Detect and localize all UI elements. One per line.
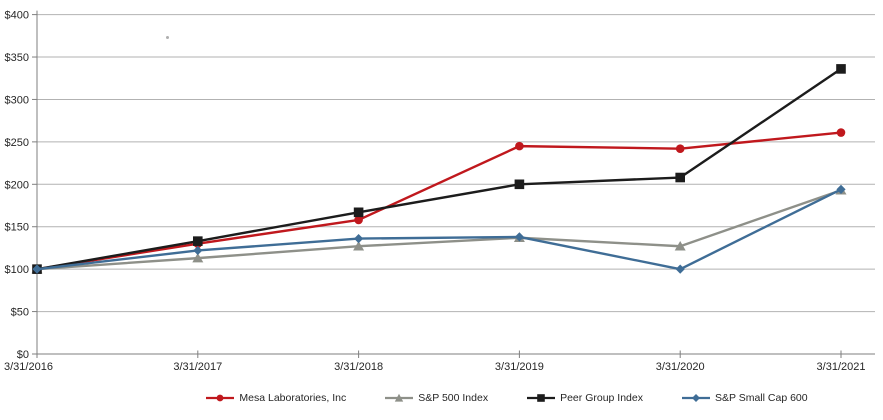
data-point-mesa-laboratories-inc — [836, 128, 846, 137]
data-point-peer-group-index — [514, 179, 525, 190]
x-axis-label: 3/31/2016 — [4, 361, 53, 373]
data-point-s-p-small-cap-600 — [193, 245, 203, 256]
data-point-s-p-small-cap-600 — [354, 234, 364, 244]
y-axis-label: $350 — [5, 52, 29, 64]
data-point-s-p-small-cap-600 — [514, 232, 524, 242]
legend-diamond-marker-icon — [681, 394, 710, 402]
data-point-peer-group-index — [836, 64, 846, 74]
chart-legend: Mesa Laboratories, Inc S&P 500 Index Peer … — [0, 392, 883, 404]
series-line-mesa-laboratories-inc — [35, 131, 843, 271]
y-axis-label: $300 — [5, 94, 29, 106]
data-point-peer-group-index — [193, 236, 203, 246]
legend-triangle-marker-icon — [385, 393, 414, 402]
scan-artifact-dot — [166, 36, 169, 39]
series-line-peer-group-index — [35, 67, 843, 271]
data-point-s-p-500-index — [674, 241, 686, 251]
data-point-s-p-small-cap-600 — [836, 184, 846, 194]
data-point-s-p-small-cap-600 — [675, 264, 685, 274]
y-axis-label: $0 — [17, 349, 29, 361]
y-axis-label: $400 — [5, 10, 29, 22]
legend-item-s-p-500-index: S&P 500 Index — [384, 392, 488, 404]
legend-item-peer-group-index: Peer Group Index — [526, 392, 643, 404]
data-point-mesa-laboratories-inc — [354, 215, 363, 225]
legend-label: Peer Group Index — [560, 392, 643, 404]
y-axis-label: $100 — [5, 264, 29, 276]
y-axis-label: $250 — [5, 137, 29, 149]
data-point-s-p-500-index — [353, 241, 365, 251]
y-axis-label: $50 — [11, 307, 29, 319]
legend-item-s-p-small-cap-600: S&P Small Cap 600 — [681, 392, 808, 404]
data-point-peer-group-index — [353, 207, 364, 218]
legend-circle-marker-icon — [206, 394, 235, 402]
y-axis-label: $200 — [5, 179, 29, 191]
x-axis-label: 3/31/2021 — [817, 361, 866, 373]
y-axis-label: $150 — [5, 222, 29, 234]
data-point-s-p-500-index — [192, 252, 204, 263]
legend-label: S&P 500 Index — [418, 392, 489, 404]
data-point-s-p-small-cap-600 — [32, 264, 42, 274]
data-point-mesa-laboratories-inc — [515, 141, 524, 151]
data-point-peer-group-index — [675, 172, 685, 183]
legend-square-marker-icon — [527, 394, 556, 402]
legend-label: Mesa Laboratories, Inc — [239, 392, 347, 404]
legend-item-mesa-laboratories-inc: Mesa Laboratories, Inc — [205, 392, 346, 404]
x-axis-label: 3/31/2019 — [495, 361, 544, 373]
x-axis-label: 3/31/2018 — [334, 361, 383, 373]
series-line-s-p-small-cap-600 — [35, 188, 843, 271]
x-axis-label: 3/31/2020 — [656, 361, 705, 373]
legend-label: S&P Small Cap 600 — [714, 392, 808, 404]
x-axis-label: 3/31/2017 — [173, 361, 222, 373]
series-line-s-p-500-index — [35, 189, 843, 271]
data-point-mesa-laboratories-inc — [675, 144, 685, 153]
